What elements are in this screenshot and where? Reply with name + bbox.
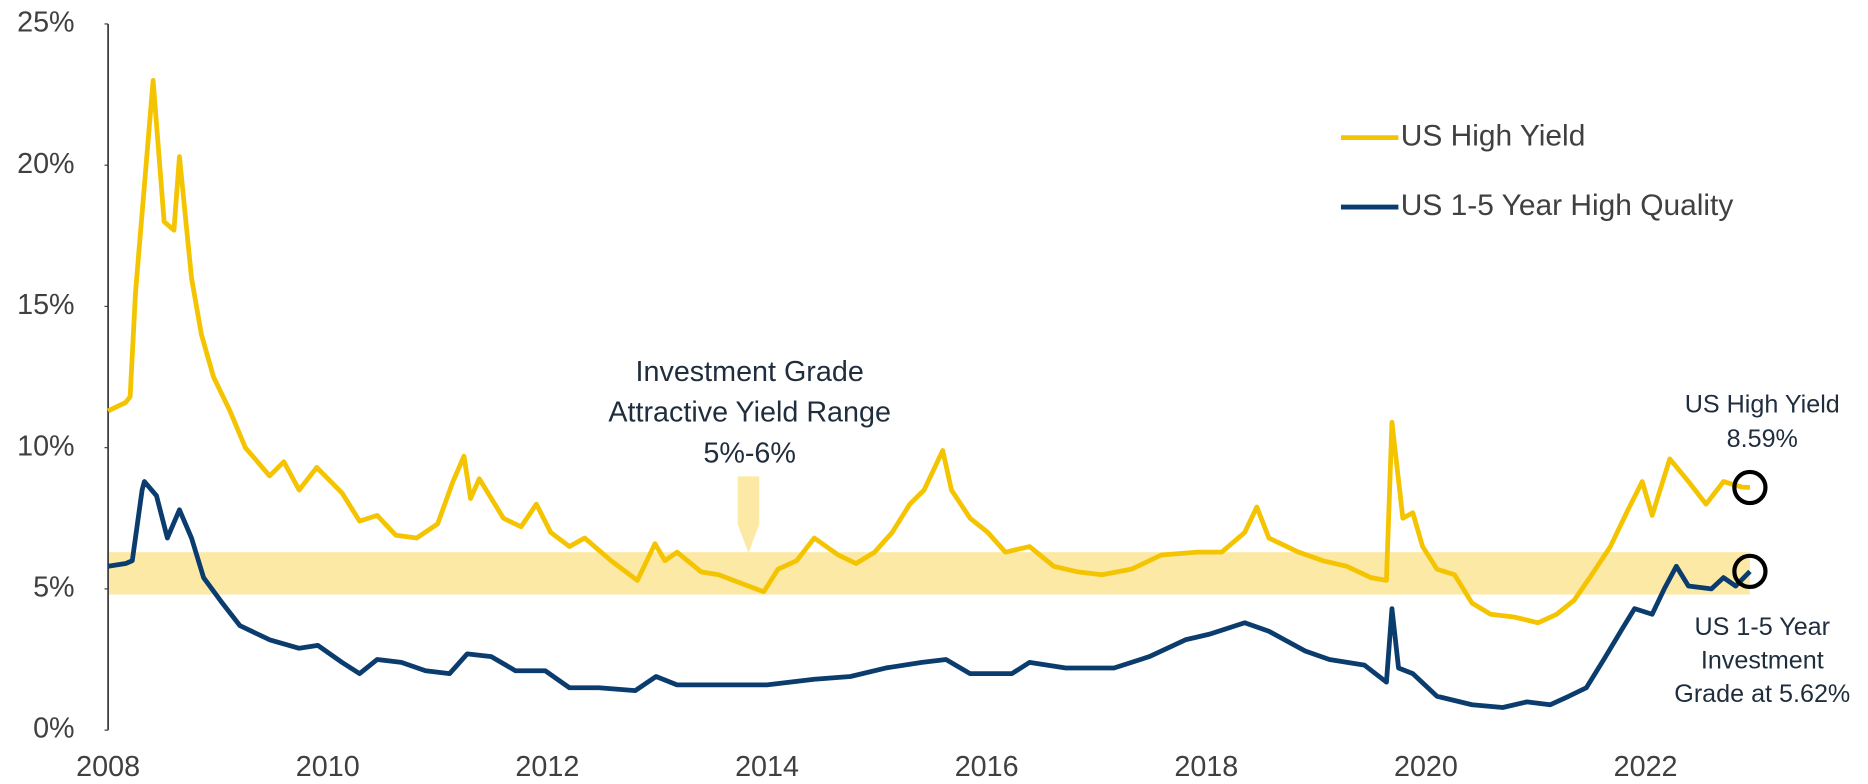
x-tick-label: 2022 xyxy=(1614,751,1678,783)
y-tick-label: 5% xyxy=(33,571,75,603)
y-tick-label: 10% xyxy=(17,430,74,462)
end-marker xyxy=(1732,469,1768,506)
x-tick-label: 2012 xyxy=(515,751,579,783)
annotation: US 1-5 Year xyxy=(1695,613,1831,641)
y-tick-label: 0% xyxy=(33,713,75,745)
legend-label: US 1-5 Year High Quality xyxy=(1401,189,1734,222)
x-tick-label: 2018 xyxy=(1174,751,1238,783)
annotation: Grade at 5.62% xyxy=(1674,680,1850,708)
series-line xyxy=(107,78,1751,626)
x-tick-label: 2010 xyxy=(296,751,360,783)
annotation: 8.59% xyxy=(1727,425,1798,453)
x-tick-label: 2020 xyxy=(1394,751,1458,783)
y-tick-label: 20% xyxy=(17,148,74,180)
annotation: Investment xyxy=(1701,647,1824,675)
end-marker xyxy=(1732,553,1768,590)
legend-label: US High Yield xyxy=(1401,120,1586,153)
y-tick-label: 25% xyxy=(17,7,74,39)
y-tick-label: 15% xyxy=(17,289,74,321)
series-line xyxy=(107,479,1752,710)
x-tick-label: 2014 xyxy=(735,751,799,783)
x-tick-label: 2008 xyxy=(76,751,140,783)
yield-band xyxy=(108,552,1750,595)
annotation: Attractive Yield Range xyxy=(608,397,891,429)
annotation: Investment Grade xyxy=(636,356,864,388)
annotation: US High Yield xyxy=(1685,390,1840,418)
x-tick-label: 2016 xyxy=(955,751,1019,783)
annotation: 5%-6% xyxy=(703,437,796,469)
arrow xyxy=(737,476,760,553)
